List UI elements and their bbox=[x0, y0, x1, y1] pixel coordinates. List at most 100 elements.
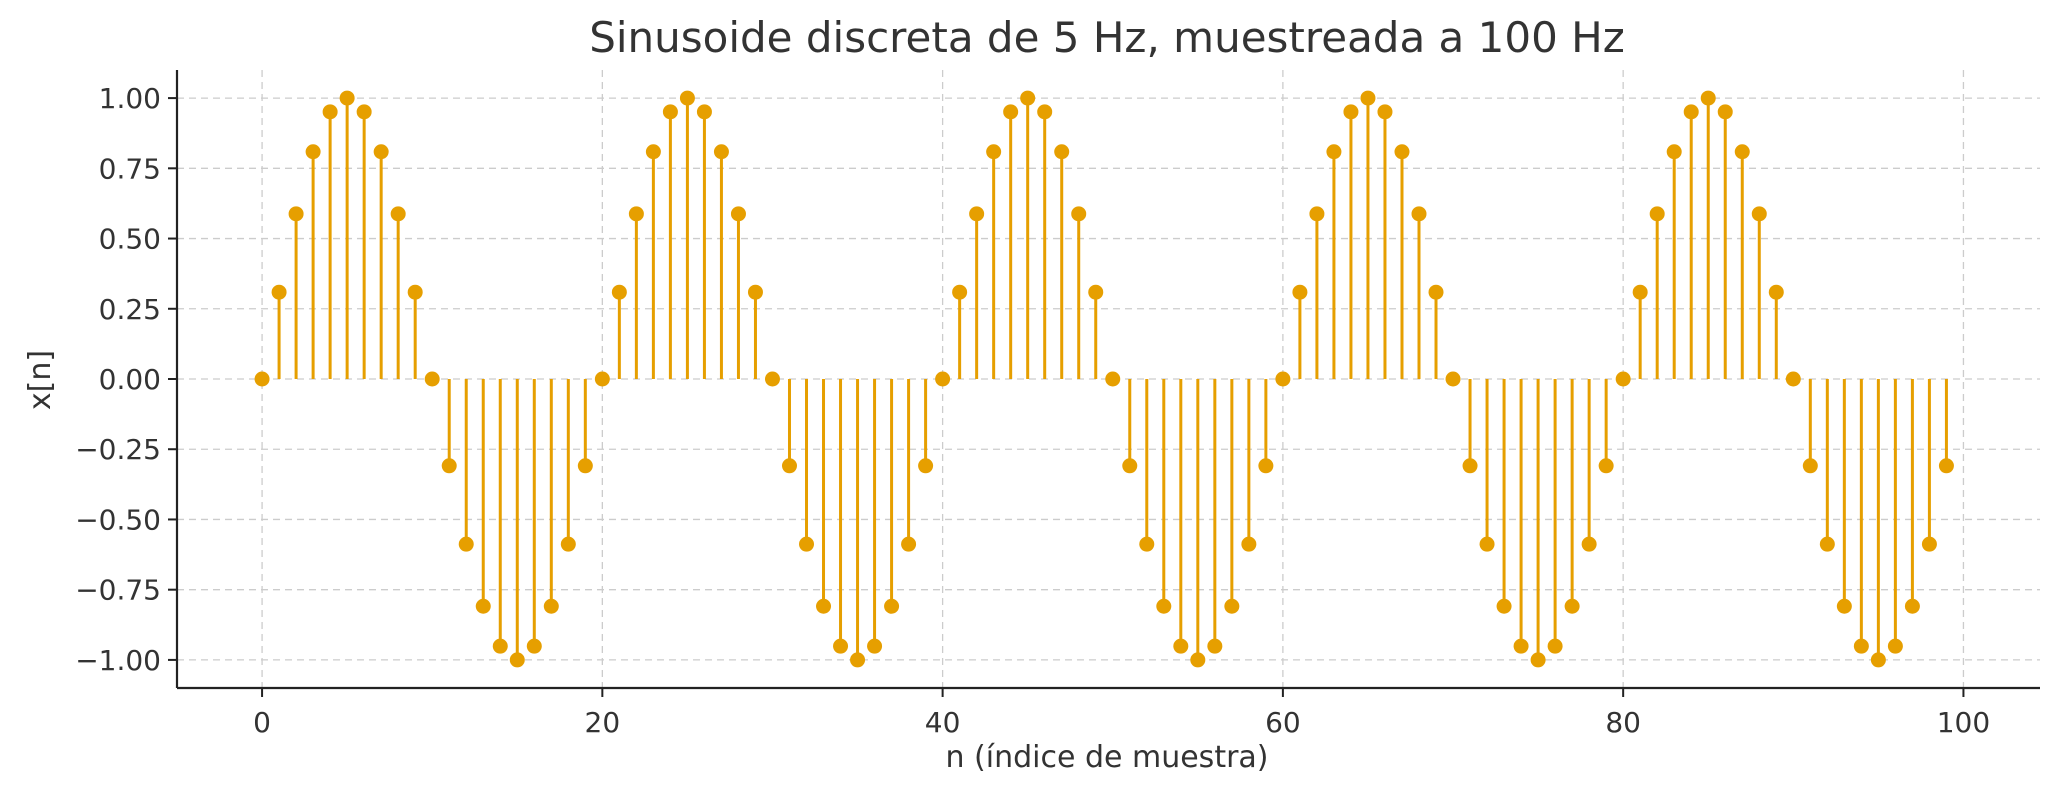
stem-marker bbox=[1003, 104, 1019, 120]
y-tick-label: −1.00 bbox=[75, 644, 161, 677]
stem-marker bbox=[1462, 458, 1478, 474]
stem-marker bbox=[1904, 598, 1920, 614]
stem-marker bbox=[1020, 90, 1036, 106]
stem-marker bbox=[254, 371, 270, 387]
stem-marker bbox=[1870, 652, 1886, 668]
x-tick-label: 40 bbox=[925, 706, 961, 739]
stem-marker bbox=[1887, 638, 1903, 654]
stem-marker bbox=[1292, 284, 1308, 300]
stem-marker bbox=[918, 458, 934, 474]
stem-marker bbox=[1343, 104, 1359, 120]
stem-marker bbox=[1717, 104, 1733, 120]
stem-marker bbox=[1224, 598, 1240, 614]
stem-marker bbox=[1581, 536, 1597, 552]
stem-marker bbox=[1037, 104, 1053, 120]
stem-marker bbox=[628, 206, 644, 222]
chart-title: Sinusoide discreta de 5 Hz, muestreada a… bbox=[589, 13, 1625, 62]
stem-marker bbox=[594, 371, 610, 387]
stem-marker bbox=[884, 598, 900, 614]
y-tick-label: −0.50 bbox=[75, 503, 161, 536]
stem-marker bbox=[850, 652, 866, 668]
stem-marker bbox=[577, 458, 593, 474]
stem-marker bbox=[356, 104, 372, 120]
stem-marker bbox=[986, 144, 1002, 160]
stem-marker bbox=[781, 458, 797, 474]
stem-marker bbox=[713, 144, 729, 160]
stem-marker bbox=[867, 638, 883, 654]
stem-marker bbox=[1275, 371, 1291, 387]
stem-marker bbox=[764, 371, 780, 387]
stem-marker bbox=[1445, 371, 1461, 387]
y-tick-label: 0.25 bbox=[99, 293, 161, 326]
stem-marker bbox=[509, 652, 525, 668]
stem-marker bbox=[1054, 144, 1070, 160]
x-tick-label: 100 bbox=[1937, 706, 1990, 739]
stem-marker bbox=[935, 371, 951, 387]
stem-marker bbox=[611, 284, 627, 300]
stem-marker bbox=[492, 638, 508, 654]
stem-marker bbox=[560, 536, 576, 552]
y-tick-label: 0.00 bbox=[99, 363, 161, 396]
stem-marker bbox=[475, 598, 491, 614]
stem-marker bbox=[288, 206, 304, 222]
stem-marker bbox=[543, 598, 559, 614]
stem-marker bbox=[1683, 104, 1699, 120]
stem-marker bbox=[1649, 206, 1665, 222]
stem-marker bbox=[1819, 536, 1835, 552]
stem-marker bbox=[1938, 458, 1954, 474]
x-tick-label: 20 bbox=[585, 706, 621, 739]
stem-marker bbox=[833, 638, 849, 654]
stem-marker bbox=[1836, 598, 1852, 614]
stem-marker bbox=[730, 206, 746, 222]
stem-marker bbox=[1258, 458, 1274, 474]
stem-marker bbox=[901, 536, 917, 552]
stem-marker bbox=[526, 638, 542, 654]
stem-marker bbox=[662, 104, 678, 120]
stem-marker bbox=[1122, 458, 1138, 474]
stem-marker bbox=[1564, 598, 1580, 614]
stem-marker bbox=[441, 458, 457, 474]
stem-marker bbox=[645, 144, 661, 160]
stem-marker bbox=[1802, 458, 1818, 474]
stem-marker bbox=[1751, 206, 1767, 222]
stem-marker bbox=[458, 536, 474, 552]
stem-marker bbox=[1666, 144, 1682, 160]
stem-marker bbox=[305, 144, 321, 160]
x-tick-label: 80 bbox=[1605, 706, 1641, 739]
x-axis-label: n (índice de muestra) bbox=[945, 740, 1268, 775]
stem-marker bbox=[696, 104, 712, 120]
stem-marker bbox=[952, 284, 968, 300]
y-tick-label: 0.75 bbox=[99, 152, 161, 185]
stem-marker bbox=[1088, 284, 1104, 300]
stem-marker bbox=[1241, 536, 1257, 552]
stem-marker bbox=[407, 284, 423, 300]
stem-marker bbox=[799, 536, 815, 552]
stem-marker bbox=[679, 90, 695, 106]
stem-marker bbox=[1207, 638, 1223, 654]
stem-marker bbox=[1496, 598, 1512, 614]
x-ticks: 0 20 40 60 80 100 bbox=[253, 688, 1990, 739]
stem-marker bbox=[1071, 206, 1087, 222]
stem-marker bbox=[1326, 144, 1342, 160]
y-ticks: 1.00 0.75 0.50 0.25 0.00 −0.25 −0.50 −0.75 −1.00 bbox=[75, 82, 177, 677]
stem-marker bbox=[1700, 90, 1716, 106]
stem-marker bbox=[322, 104, 338, 120]
grid bbox=[177, 70, 2040, 688]
x-tick-label: 60 bbox=[1265, 706, 1301, 739]
stem-marker bbox=[424, 371, 440, 387]
stem-marker bbox=[1530, 652, 1546, 668]
stem-marker bbox=[969, 206, 985, 222]
stem-marker bbox=[1428, 284, 1444, 300]
stem-marker bbox=[1921, 536, 1937, 552]
stem-marker bbox=[1411, 206, 1427, 222]
stem-marker bbox=[390, 206, 406, 222]
stem-marker bbox=[1309, 206, 1325, 222]
y-axis-label: x[n] bbox=[23, 350, 58, 410]
stem-marker bbox=[1173, 638, 1189, 654]
stem-marker bbox=[1139, 536, 1155, 552]
stem-marker bbox=[1479, 536, 1495, 552]
stem-marker bbox=[1105, 371, 1121, 387]
stem-series bbox=[254, 90, 1954, 668]
stem-marker bbox=[816, 598, 832, 614]
